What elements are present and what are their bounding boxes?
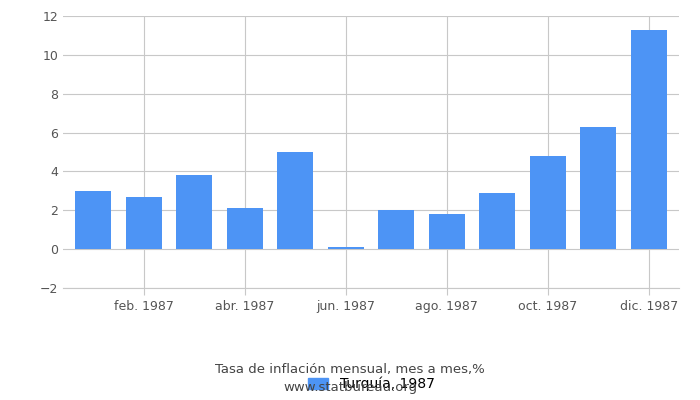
Bar — [328, 247, 364, 249]
Bar — [529, 156, 566, 249]
Bar — [378, 210, 414, 249]
Bar — [227, 208, 263, 249]
Bar — [125, 197, 162, 249]
Legend: Turquía, 1987: Turquía, 1987 — [302, 371, 440, 397]
Text: Tasa de inflación mensual, mes a mes,%: Tasa de inflación mensual, mes a mes,% — [215, 364, 485, 376]
Bar — [479, 193, 515, 249]
Text: www.statbureau.org: www.statbureau.org — [283, 382, 417, 394]
Bar — [75, 191, 111, 249]
Bar — [428, 214, 465, 249]
Bar — [631, 30, 667, 249]
Bar — [277, 152, 314, 249]
Bar — [580, 127, 617, 249]
Bar — [176, 175, 213, 249]
